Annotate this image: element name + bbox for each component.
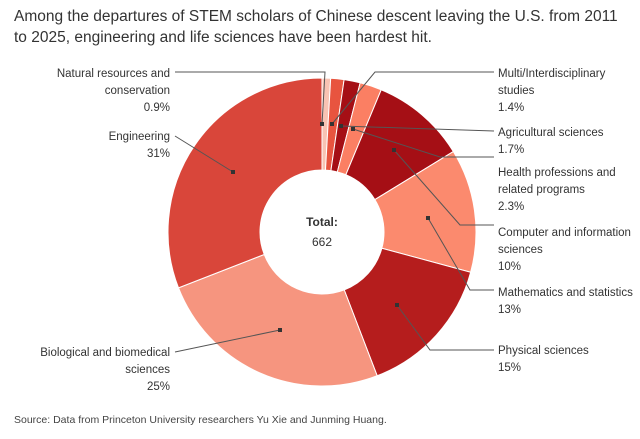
- slice-label: Physical sciences 15%: [498, 343, 638, 377]
- leader-line: [393, 149, 494, 226]
- chart-title: Among the departures of STEM scholars of…: [14, 8, 618, 46]
- leader-line: [174, 329, 281, 353]
- leader-line: [175, 71, 326, 125]
- slice-label: Health professions and related programs 2…: [498, 165, 638, 216]
- leader-line: [331, 71, 494, 125]
- slice-label-value: 2.3%: [498, 201, 525, 213]
- leader-dot: [320, 122, 324, 126]
- leader-line: [427, 217, 494, 291]
- leader-dot: [330, 122, 334, 126]
- center-label: Total:: [306, 215, 338, 229]
- slice-label-value: 1.4%: [498, 102, 525, 114]
- slice-label-name: Natural resources and conservation: [56, 68, 170, 97]
- slice-physical-sciences: [343, 247, 472, 377]
- slice-label-name: Engineering: [108, 131, 170, 143]
- slice-engineering: [167, 77, 323, 289]
- leader-line: [174, 135, 234, 173]
- leader-dot: [339, 124, 343, 128]
- slice-label-value: 1.7%: [498, 144, 525, 156]
- leader-line: [340, 125, 495, 132]
- slice-label: Natural resources and conservation 0.9%: [20, 66, 170, 117]
- slice-label: Multi/Interdisciplinary studies 1.4%: [498, 66, 638, 117]
- slice-label-value: 31%: [146, 148, 170, 160]
- slice-label: Mathematics and statistics 13%: [498, 285, 638, 319]
- center-value: 662: [312, 235, 332, 249]
- slice-label-value: 13%: [498, 304, 522, 316]
- slice-mathematics-and-statistics: [374, 150, 477, 273]
- leader-line: [352, 128, 494, 158]
- slice-label-name: Mathematics and statistics: [498, 287, 633, 299]
- leader-dot: [395, 303, 399, 307]
- slice-label: Agricultural sciences 1.7%: [498, 125, 638, 159]
- slice-label-name: Computer and information sciences: [498, 227, 631, 256]
- slice-label-name: Multi/Interdisciplinary studies: [498, 68, 606, 97]
- leader-dot: [231, 170, 235, 174]
- leader-dot: [392, 148, 396, 152]
- slice-label-value: 10%: [498, 261, 522, 273]
- source-note: Source: Data from Princeton University r…: [14, 414, 387, 426]
- slice-label-value: 15%: [498, 362, 522, 374]
- slice-label-name: Agricultural sciences: [498, 127, 604, 139]
- leader-dot: [351, 127, 355, 131]
- slice-label-name: Biological and biomedical sciences: [40, 347, 170, 376]
- slice-label-name: Health professions and related programs: [498, 167, 616, 196]
- leader-dot: [426, 216, 430, 220]
- leader-dot: [278, 328, 282, 332]
- slice-label: Biological and biomedical sciences 25%: [20, 345, 170, 396]
- slice-label: Engineering 31%: [20, 129, 170, 163]
- slice-label-value: 0.9%: [143, 102, 170, 114]
- slice-label-name: Physical sciences: [498, 345, 589, 357]
- slice-label-value: 25%: [146, 381, 170, 393]
- slice-biological-and-biomedical-sciences: [177, 253, 378, 387]
- slice-label: Computer and information sciences 10%: [498, 225, 638, 276]
- leader-line: [396, 304, 494, 351]
